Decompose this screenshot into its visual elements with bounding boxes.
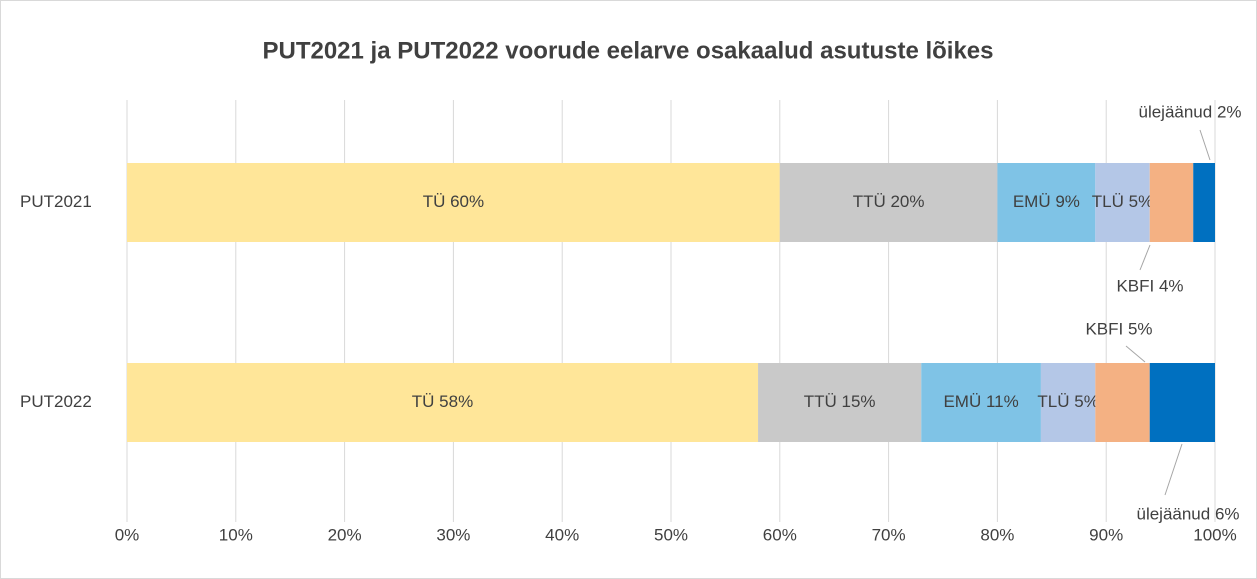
x-tick-label: 20% <box>328 525 362 544</box>
x-tick-label: 60% <box>763 525 797 544</box>
data-label: TLÜ 5% <box>1092 192 1153 211</box>
data-label: KBFI 5% <box>1085 319 1152 338</box>
y-tick-label: PUT2022 <box>20 392 92 411</box>
bar-segment <box>1040 363 1096 442</box>
bar-segment <box>1149 163 1194 242</box>
data-label: ülejäänud 6% <box>1136 504 1239 523</box>
data-label: TLÜ 5% <box>1037 392 1098 411</box>
x-tick-label: 100% <box>1193 525 1236 544</box>
bar-segment <box>1095 163 1150 242</box>
bar-segment <box>997 163 1096 242</box>
data-label: EMÜ 9% <box>1013 192 1080 211</box>
data-label: TÜ 58% <box>412 392 473 411</box>
x-tick-label: 0% <box>115 525 140 544</box>
bar-segment <box>758 363 922 442</box>
x-tick-label: 50% <box>654 525 688 544</box>
bar-segment <box>1095 363 1150 442</box>
data-label: TTÜ 15% <box>804 392 876 411</box>
bar-segment <box>921 363 1041 442</box>
x-tick-label: 70% <box>872 525 906 544</box>
leader-line <box>1139 244 1151 271</box>
bar-segment <box>127 163 780 242</box>
x-tick-label: 80% <box>980 525 1014 544</box>
y-tick-label: PUT2021 <box>20 192 92 211</box>
data-label: TTÜ 20% <box>853 192 925 211</box>
data-label: EMÜ 11% <box>943 392 1018 411</box>
data-label: KBFI 4% <box>1116 276 1183 295</box>
x-tick-label: 10% <box>219 525 253 544</box>
leader-line <box>1199 129 1211 161</box>
data-label: ülejäänud 2% <box>1138 102 1241 121</box>
bar-segment <box>779 163 998 242</box>
x-tick-label: 30% <box>436 525 470 544</box>
data-label: TÜ 60% <box>423 192 484 211</box>
chart-title: PUT2021 ja PUT2022 voorude eelarve osaka… <box>262 37 993 64</box>
leader-line <box>1125 345 1146 363</box>
x-tick-label: 90% <box>1089 525 1123 544</box>
bar-segment <box>1193 163 1215 242</box>
x-tick-label: 40% <box>545 525 579 544</box>
bar-segment <box>1149 363 1215 442</box>
bar-segment <box>127 363 759 442</box>
leader-line <box>1164 443 1183 496</box>
